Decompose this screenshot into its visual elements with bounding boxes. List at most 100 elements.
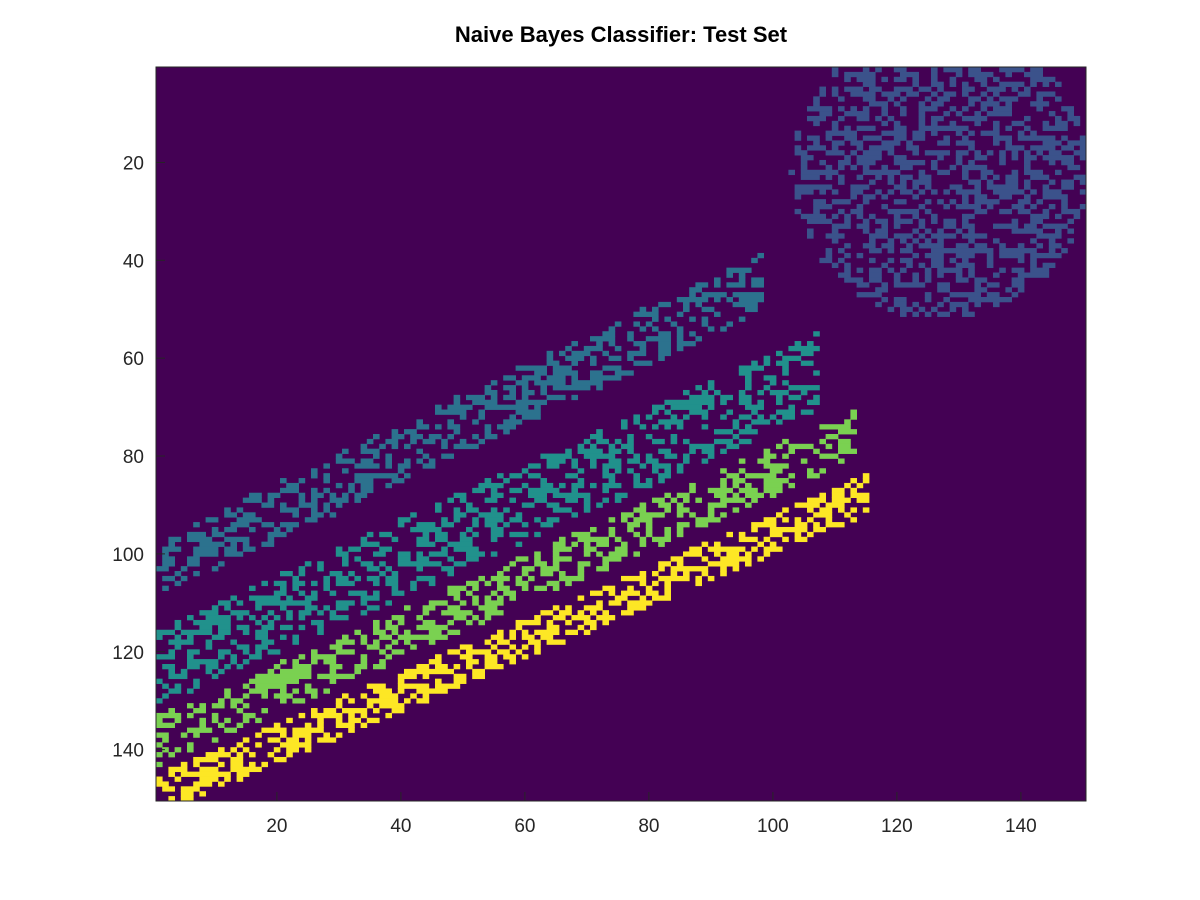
heatmap-cell — [924, 184, 932, 190]
heatmap-cell — [838, 429, 857, 435]
heatmap-cell — [317, 737, 337, 743]
heatmap-cell — [298, 615, 306, 621]
heatmap-cell — [466, 659, 479, 665]
heatmap-cell — [379, 443, 386, 450]
heatmap-cell — [931, 71, 938, 78]
heatmap-cell — [943, 204, 950, 210]
heatmap-cell — [670, 414, 678, 420]
heatmap-cell — [1030, 76, 1056, 83]
heatmap-cell — [968, 67, 981, 73]
heatmap-cell — [497, 571, 504, 577]
heatmap-cell — [565, 355, 585, 361]
heatmap-cell — [794, 522, 808, 528]
heatmap-cell — [397, 522, 405, 528]
heatmap-cell — [286, 482, 299, 489]
heatmap-cell — [317, 673, 355, 680]
heatmap-cell — [844, 76, 851, 83]
heatmap-cell — [509, 595, 516, 601]
heatmap-cell — [267, 610, 275, 616]
heatmap-cell — [670, 404, 702, 410]
heatmap-cell — [993, 135, 1012, 141]
heatmap-cell — [844, 267, 851, 273]
heatmap-cell — [218, 668, 225, 675]
heatmap-cell — [391, 478, 405, 484]
heatmap-cell — [311, 712, 343, 719]
heatmap-cell — [825, 135, 833, 141]
heatmap-cell — [1042, 140, 1062, 146]
heatmap-cell — [831, 487, 845, 494]
heatmap-cell — [292, 698, 306, 704]
heatmap-cell — [397, 551, 411, 557]
heatmap-cell — [286, 595, 293, 601]
heatmap-cell — [428, 600, 448, 606]
heatmap-cell — [236, 507, 244, 513]
heatmap-cell — [1061, 106, 1074, 112]
heatmap-cell — [986, 292, 1000, 298]
heatmap-cell — [745, 502, 752, 508]
heatmap-cell — [453, 615, 467, 621]
heatmap-cell — [782, 507, 789, 513]
heatmap-cell — [763, 453, 777, 459]
heatmap-cell — [490, 590, 498, 596]
heatmap-cell — [633, 507, 647, 513]
heatmap-cell — [255, 732, 262, 738]
heatmap-cell — [887, 208, 919, 215]
heatmap-cell — [732, 292, 764, 298]
heatmap-cell — [583, 453, 616, 459]
heatmap-cell — [962, 194, 969, 200]
heatmap-cell — [478, 619, 485, 626]
heatmap-cell — [1042, 184, 1050, 190]
heatmap-cell — [1048, 243, 1062, 249]
heatmap-cell — [1067, 218, 1074, 224]
plot-frame — [155, 66, 1087, 802]
heatmap-cell — [918, 111, 926, 117]
heatmap-cell — [862, 96, 876, 102]
heatmap-cell — [187, 663, 200, 670]
heatmap-cell — [732, 478, 746, 484]
heatmap-cell — [528, 473, 541, 479]
heatmap-cell — [751, 277, 764, 283]
heatmap-cell — [993, 76, 1000, 83]
heatmap-cell — [162, 693, 169, 699]
heatmap-cell — [738, 370, 752, 376]
heatmap-cell — [1011, 292, 1019, 298]
heatmap-cell — [825, 252, 833, 259]
heatmap-cell — [664, 590, 671, 596]
heatmap-cell — [887, 248, 895, 254]
heatmap-cell — [590, 610, 597, 616]
heatmap-cell — [230, 761, 244, 768]
heatmap-cell — [999, 159, 1006, 166]
heatmap-cell — [602, 482, 622, 489]
heatmap-cell — [416, 448, 423, 454]
heatmap-cell — [453, 512, 467, 518]
heatmap-cell — [1067, 228, 1074, 234]
heatmap-cell — [800, 169, 839, 176]
heatmap-cell — [242, 693, 250, 699]
heatmap-cell — [676, 492, 690, 499]
heatmap-cell — [962, 135, 969, 141]
heatmap-cell — [794, 130, 802, 136]
heatmap-cell — [391, 615, 405, 621]
heatmap-cell — [1067, 238, 1074, 244]
heatmap-cell — [583, 605, 603, 611]
heatmap-cell — [937, 267, 963, 273]
heatmap-cell — [534, 629, 560, 636]
heatmap-cell — [1061, 248, 1068, 254]
heatmap-cell — [838, 115, 845, 122]
heatmap-cell — [218, 561, 225, 567]
heatmap-cell — [726, 267, 752, 273]
heatmap-cell — [757, 252, 764, 259]
heatmap-cell — [348, 590, 368, 596]
heatmap-cell — [614, 321, 622, 327]
heatmap-cell — [937, 140, 950, 146]
heatmap-cell — [453, 673, 467, 680]
heatmap-cell — [912, 130, 926, 136]
heatmap-cell — [255, 649, 262, 655]
heatmap-cell — [521, 654, 529, 660]
heatmap-cell — [521, 502, 535, 508]
chart-title: Naive Bayes Classifier: Test Set — [455, 22, 788, 47]
heatmap-cell — [335, 575, 349, 582]
heatmap-cell — [782, 355, 802, 361]
heatmap-cell — [503, 566, 510, 572]
heatmap-cell — [348, 487, 355, 494]
